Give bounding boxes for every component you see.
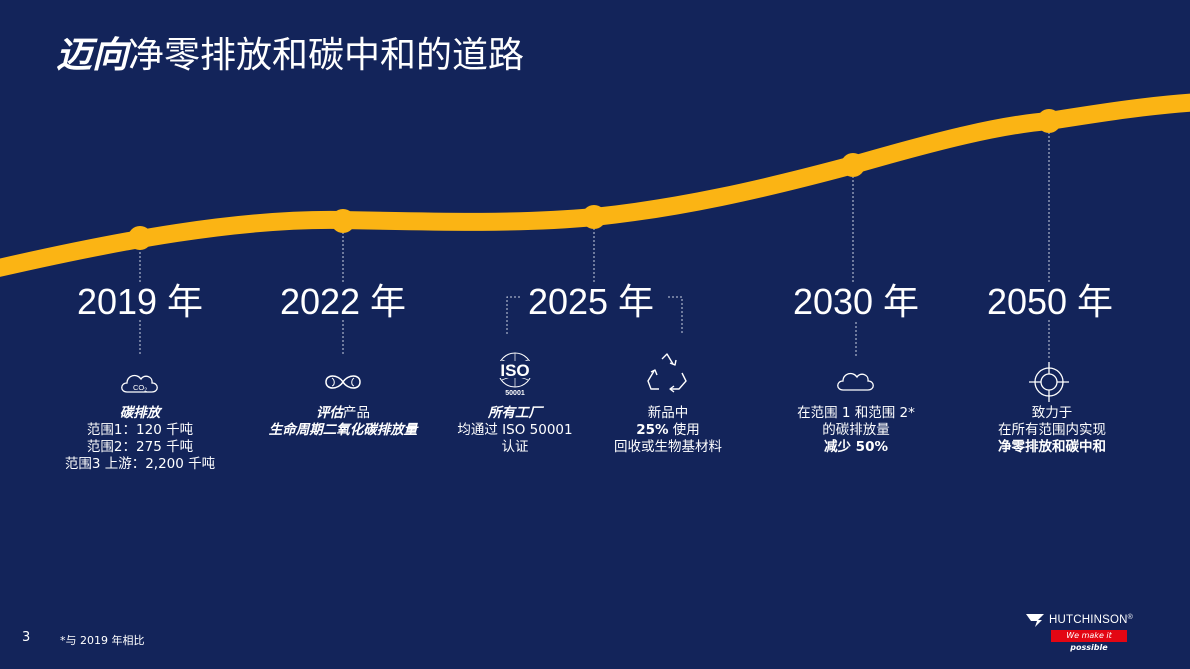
infinity-leaf-icon [325, 375, 361, 389]
milestone-2025-factories-text: 所有工厂 均通过 ISO 50001 认证 [385, 405, 645, 456]
co2-cloud-icon: CO2 [121, 374, 158, 394]
milestone-dot-2030 [841, 153, 865, 177]
recycle-icon [647, 353, 687, 393]
factories-line2: 均通过 ISO 50001 [457, 422, 573, 438]
title-emphasis: 迈向 [56, 35, 129, 76]
logo-reg: ® [1127, 614, 1134, 621]
year-2019: 2019 年 [76, 281, 204, 322]
target-2030-line1: 在范围 1 和范围 2* [797, 405, 915, 421]
svg-text:CO2: CO2 [133, 383, 147, 394]
hutchinson-logo-icon [1026, 614, 1044, 627]
footnote: *与 2019 年相比 [60, 634, 145, 647]
emissions-heading: 碳排放 [119, 405, 161, 421]
hutchinson-logo: HUTCHINSON® We make it possible [1025, 612, 1135, 652]
assess-rest: 产品 [343, 405, 370, 421]
milestone-2022-text: 评估产品 生命周期二氧化碳排放量 [213, 405, 473, 439]
milestone-dot-2025 [582, 205, 606, 229]
connector-2025-left [506, 296, 520, 336]
milestone-2019-text: 碳排放 范围1：120 千吨 范围2：275 千吨 范围3 上游：2,200 千… [10, 405, 270, 473]
milestone-2025-products-text: 新品中 25% 使用 回收或生物基材料 [538, 405, 798, 456]
target-icon [1029, 362, 1069, 402]
logo-tagline: We make it possible [1051, 630, 1127, 652]
milestone-2050-text: 致力于 在所有范围内实现 净零排放和碳中和 [922, 405, 1182, 456]
target-2050-netzero: 净零排放和碳中和 [998, 439, 1106, 455]
svg-text:ISO: ISO [500, 361, 529, 380]
factories-line3: 认证 [501, 439, 529, 455]
year-2050: 2050 年 [986, 281, 1114, 322]
timeline-curve [0, 93, 1190, 277]
factories-heading: 所有工厂 [488, 405, 542, 421]
target-2050-line2: 在所有范围内实现 [998, 422, 1106, 438]
scope3-value: 范围3 上游：2,200 千吨 [64, 456, 216, 472]
products-percent: 25% [636, 422, 669, 438]
cloud-icon [837, 372, 874, 391]
scope1-value: 范围1：120 千吨 [86, 422, 194, 438]
target-2050-line1: 致力于 [1031, 405, 1073, 421]
assess-emphasis: 评估 [316, 405, 343, 421]
milestone-2030-text: 在范围 1 和范围 2* 的碳排放量 减少 50% [726, 405, 986, 456]
connector-2025-right [668, 296, 683, 334]
page-title: 迈向净零排放和碳中和的道路 [56, 30, 524, 82]
target-2030-line2: 的碳排放量 [822, 422, 890, 438]
products-line3: 回收或生物基材料 [614, 439, 722, 455]
logo-name: HUTCHINSON [1049, 614, 1128, 626]
scope2-value: 范围2：275 千吨 [86, 439, 194, 455]
milestone-dot-2050 [1037, 109, 1061, 133]
products-line1: 新品中 [647, 405, 689, 421]
lifecycle-line: 生命周期二氧化碳排放量 [268, 422, 418, 438]
milestone-dot-2022 [331, 209, 355, 233]
svg-text:50001: 50001 [505, 390, 525, 397]
year-2025: 2025 年 [527, 281, 655, 322]
title-rest: 净零排放和碳中和的道路 [128, 35, 525, 76]
target-2030-reduction: 减少 50% [823, 439, 888, 455]
products-use: 使用 [668, 422, 700, 438]
milestone-dot-2019 [128, 226, 152, 250]
iso-50001-icon: ISO 50001 [493, 352, 537, 397]
year-2030: 2030 年 [792, 281, 920, 322]
year-2022: 2022 年 [279, 281, 407, 322]
page-number: 3 [22, 630, 31, 645]
